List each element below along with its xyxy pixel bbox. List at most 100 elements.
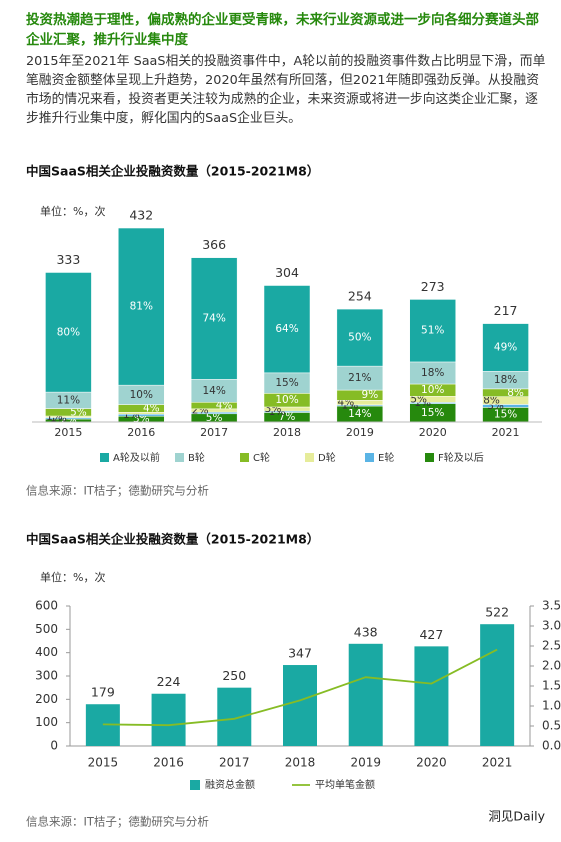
data-label: 347	[288, 646, 312, 661]
data-label: 80%	[57, 326, 80, 338]
x-tick-label: 2015	[88, 756, 119, 770]
y-tick-label: 600	[35, 599, 58, 613]
legend-swatch	[175, 453, 184, 462]
data-label: 15%	[494, 409, 517, 421]
x-tick-label: 2020	[416, 756, 447, 770]
y2-tick-label: 3.0	[542, 619, 561, 633]
y2-tick-label: 2.0	[542, 659, 561, 673]
legend-label: A轮及以前	[113, 451, 160, 464]
x-tick-label: 2016	[153, 756, 184, 770]
y-tick-label: 300	[35, 669, 58, 683]
x-tick-label: 2019	[350, 756, 381, 770]
bar-segment	[482, 323, 529, 372]
legend-swatch	[100, 453, 109, 462]
legend-label: D轮	[318, 451, 336, 464]
y-tick-label: 200	[35, 692, 58, 706]
data-label: 8%	[507, 387, 524, 399]
data-label: 522	[485, 605, 509, 620]
legend-swatch	[365, 453, 374, 462]
data-label: 15%	[275, 377, 298, 389]
data-label: 10%	[421, 384, 444, 396]
source: 信息来源：IT桔子；德勤研究与分析	[26, 815, 209, 829]
bar	[283, 665, 317, 746]
data-label: 49%	[494, 341, 517, 353]
x-tick-label: 2017	[219, 756, 250, 770]
y-tick-label: 500	[35, 622, 58, 636]
paragraph: 2015年至2021年 SaaS相关的投融资事件中，A轮以前的投融资事件数占比明…	[26, 54, 546, 126]
chart-title: 中国SaaS相关企业投融资数量（2015-2021M8）	[26, 532, 319, 547]
total-label: 304	[275, 265, 299, 280]
y2-tick-label: 1.0	[542, 699, 561, 713]
total-label: 217	[494, 303, 518, 318]
data-label: 14%	[202, 385, 225, 397]
data-label: 4%	[143, 402, 160, 414]
chart-title: 中国SaaS相关企业投融资数量（2015-2021M8）	[26, 164, 319, 179]
bar-segment	[118, 227, 165, 386]
legend-label: F轮及以后	[438, 451, 484, 464]
legend-swatch	[190, 780, 200, 790]
bar-segment	[336, 308, 384, 367]
y-tick-label: 100	[35, 715, 58, 729]
y2-tick-label: 1.5	[542, 679, 561, 693]
data-label: 18%	[494, 374, 517, 386]
x-tick-label: 2017	[200, 426, 228, 439]
data-label: 9%	[362, 389, 379, 401]
x-tick-label: 2016	[127, 426, 155, 439]
data-label: 224	[157, 674, 181, 689]
bar-segment	[409, 299, 456, 363]
data-label: 10%	[130, 389, 153, 401]
bar-segment	[45, 272, 92, 393]
legend-label: B轮	[188, 451, 205, 464]
watermark: 洞见Daily	[488, 809, 545, 824]
data-label: 5%	[206, 412, 223, 424]
x-tick-label: 2020	[419, 426, 447, 439]
total-label: 432	[129, 208, 153, 223]
data-label: 81%	[130, 301, 153, 313]
data-label: 10%	[275, 394, 298, 406]
y2-tick-label: 0.0	[542, 739, 561, 753]
x-tick-label: 2021	[482, 756, 513, 770]
data-label: 50%	[348, 332, 371, 344]
unit: 单位：%，次	[40, 570, 105, 584]
x-tick-label: 2019	[346, 426, 374, 439]
bar-segment	[263, 285, 311, 374]
bar	[348, 643, 383, 746]
bar	[217, 687, 252, 746]
data-label: 21%	[348, 372, 371, 384]
total-label: 254	[348, 289, 372, 304]
data-label: 250	[222, 668, 246, 683]
legend-label: C轮	[253, 451, 270, 464]
data-label: 14%	[348, 408, 371, 420]
source: 信息来源：IT桔子；德勤研究与分析	[26, 484, 209, 498]
data-label: 18%	[421, 367, 444, 379]
legend-label: 融资总金额	[205, 778, 255, 791]
data-label: 15%	[421, 407, 444, 419]
line	[102, 648, 498, 727]
y-tick-label: 0	[50, 739, 58, 753]
bar	[414, 646, 449, 746]
data-label: 438	[354, 624, 378, 639]
legend-swatch	[305, 453, 314, 462]
heading: 投资热潮趋于理性，偏成熟的企业更受青睐，未来行业资源或进一步向各细分赛道头部企业…	[26, 12, 539, 48]
data-label: 4%	[216, 400, 233, 412]
data-label: 179	[91, 685, 115, 700]
legend-swatch	[240, 453, 249, 462]
bar	[151, 693, 186, 746]
legend-label: E轮	[378, 451, 394, 464]
data-label: 51%	[421, 325, 444, 337]
data-label: 74%	[202, 312, 225, 324]
y2-tick-label: 2.5	[542, 639, 561, 653]
legend-swatch	[425, 453, 434, 462]
legend-label: 平均单笔金额	[315, 778, 375, 791]
y2-tick-label: 3.5	[542, 599, 561, 613]
x-tick-label: 2018	[273, 426, 301, 439]
total-label: 366	[202, 237, 226, 252]
y2-tick-label: 0.5	[542, 719, 561, 733]
total-label: 273	[421, 279, 445, 294]
unit: 单位：%，次	[40, 204, 105, 218]
data-label: 8%	[483, 395, 500, 407]
total-label: 333	[56, 252, 80, 267]
x-tick-label: 2015	[54, 426, 82, 439]
